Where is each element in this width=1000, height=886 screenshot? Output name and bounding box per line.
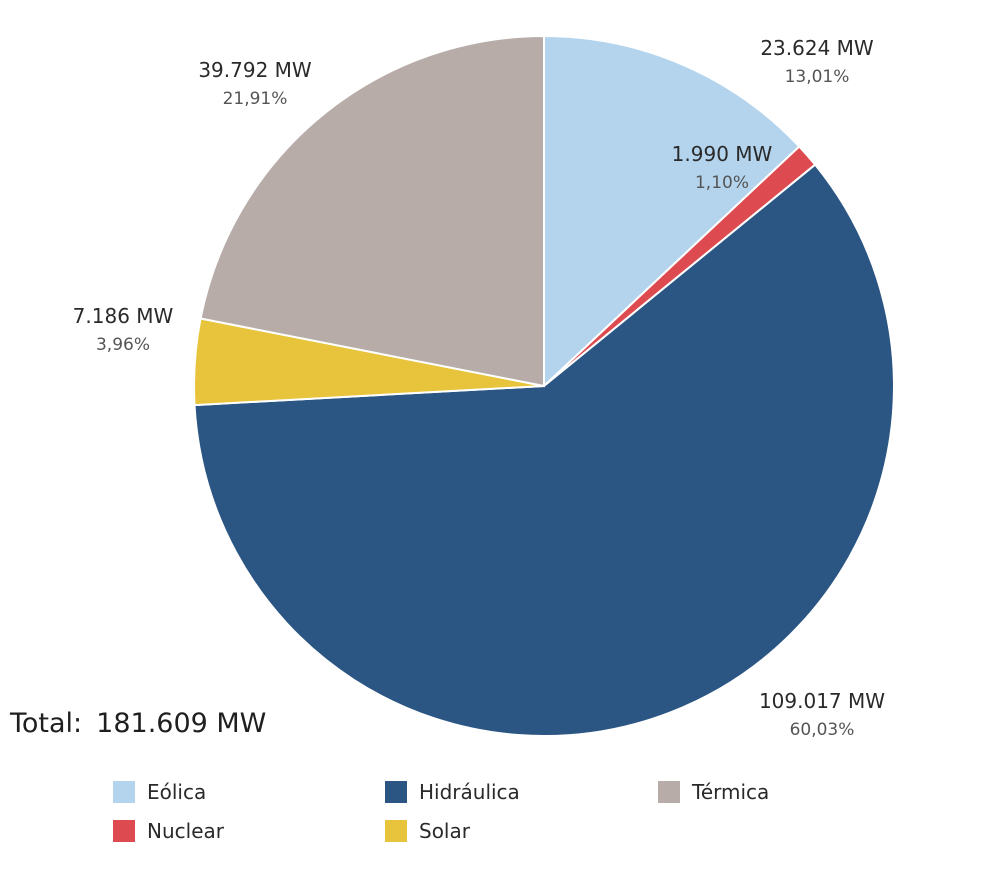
legend-swatch-termica xyxy=(658,781,680,803)
legend-swatch-eolica xyxy=(113,781,135,803)
legend-item-nuclear: Nuclear xyxy=(113,818,224,844)
total-label: Total: 181.609 MW xyxy=(10,708,266,739)
data-label-value-eolica: 23.624 MW xyxy=(760,36,874,60)
total-caption: Total: xyxy=(10,708,83,739)
pie-slice-eolica xyxy=(543,34,801,389)
pie-slice-hidraulica xyxy=(193,163,895,737)
data-label-percent-nuclear: 1,10% xyxy=(695,173,749,193)
legend-label-eolica: Eólica xyxy=(147,780,207,804)
data-label-value-solar: 7.186 MW xyxy=(73,304,174,328)
legend-swatch-nuclear xyxy=(113,820,135,842)
legend-item-solar: Solar xyxy=(385,818,470,844)
legend-item-eolica: Eólica xyxy=(113,779,206,805)
data-label-value-termica: 39.792 MW xyxy=(198,58,312,82)
data-label-percent-hidraulica: 60,03% xyxy=(790,720,855,740)
legend-swatch-hidraulica xyxy=(385,781,407,803)
data-label-percent-eolica: 13,01% xyxy=(785,67,850,87)
data-label-value-hidraulica: 109.017 MW xyxy=(759,689,885,713)
data-label-percent-solar: 3,96% xyxy=(96,335,150,355)
legend-label-solar: Solar xyxy=(419,819,470,843)
total-value: 181.609 MW xyxy=(96,708,267,739)
legend-label-termica: Térmica xyxy=(692,780,770,804)
legend-item-hidraulica: Hidráulica xyxy=(385,779,520,805)
legend-label-nuclear: Nuclear xyxy=(147,819,224,843)
pie-slice-termica xyxy=(199,34,545,388)
legend-label-hidraulica: Hidráulica xyxy=(419,780,520,804)
data-label-value-nuclear: 1.990 MW xyxy=(672,142,773,166)
legend-item-termica: Térmica xyxy=(658,779,769,805)
data-label-percent-termica: 21,91% xyxy=(223,89,288,109)
legend-swatch-solar xyxy=(385,820,407,842)
